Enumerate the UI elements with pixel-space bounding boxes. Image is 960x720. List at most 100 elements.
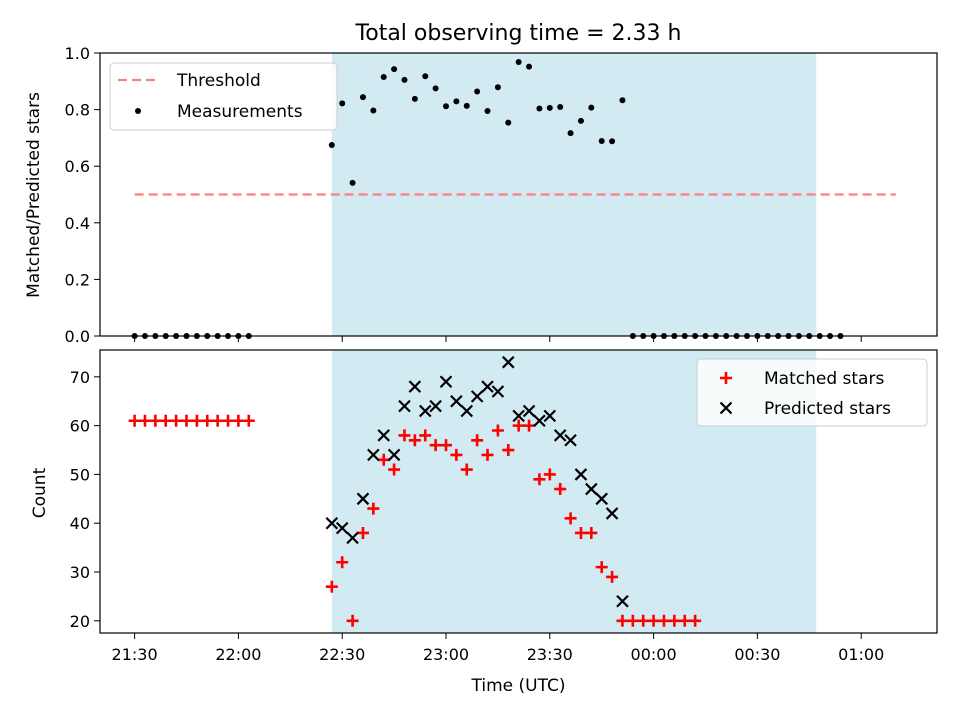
matched-stars-point xyxy=(440,439,452,452)
predicted-stars-point xyxy=(522,404,536,418)
x-tick-label: 01:00 xyxy=(838,645,884,664)
matched-stars-point xyxy=(668,614,681,627)
measurement-point xyxy=(328,141,335,148)
measurement-point xyxy=(536,105,543,112)
legend-box xyxy=(696,358,928,427)
predicted-stars-point xyxy=(533,414,546,428)
measurement-point xyxy=(474,88,481,95)
matched-stars-point xyxy=(138,414,151,427)
measurement-point xyxy=(484,108,491,115)
measurement-point xyxy=(567,130,574,137)
predicted-stars-point xyxy=(481,380,494,393)
measurement-point xyxy=(463,102,470,109)
matched-stars-point xyxy=(377,453,390,466)
matched-stars-point xyxy=(242,414,255,427)
x-tick-label: 22:30 xyxy=(319,645,365,664)
predicted-stars-point xyxy=(398,399,411,413)
matched-stars-point xyxy=(408,434,421,447)
predicted-stars-point xyxy=(574,468,588,481)
matched-stars-point xyxy=(616,614,629,627)
measurement-point xyxy=(619,97,626,104)
matched-stars-point xyxy=(657,614,670,627)
measurement-point xyxy=(422,73,429,80)
measurement-point xyxy=(515,59,522,66)
measurement-point xyxy=(380,74,387,81)
chart-title: Total observing time = 2.33 h xyxy=(355,21,682,46)
x-tick-label: 00:00 xyxy=(631,645,677,664)
matched-stars-point xyxy=(502,444,515,457)
y-tick-label: 1.0 xyxy=(65,44,90,63)
y-tick-label: 0.2 xyxy=(65,270,90,289)
measurement-point xyxy=(598,138,605,145)
matched-stars-point xyxy=(564,512,577,525)
matched-stars-point xyxy=(325,580,338,593)
measurement-point xyxy=(411,95,418,102)
predicted-stars-point xyxy=(502,355,515,369)
predicted-stars-point xyxy=(356,492,370,506)
y-tick-label: 0.8 xyxy=(65,101,90,120)
matched-stars-point xyxy=(367,502,380,515)
matched-stars-point xyxy=(512,419,525,432)
matched-stars-point xyxy=(149,414,162,427)
y-axis-label-bottom: Count xyxy=(30,467,50,518)
matched-stars-point xyxy=(585,526,598,539)
matched-stars-point xyxy=(211,414,224,427)
matched-stars-point xyxy=(346,614,359,627)
predicted-stars-point xyxy=(418,404,432,418)
matched-stars-point xyxy=(159,414,172,427)
predicted-stars-point xyxy=(616,595,629,608)
y-tick-label: 20 xyxy=(70,612,90,631)
predicted-stars-point xyxy=(387,448,401,462)
measurement-point xyxy=(546,104,553,111)
x-tick-label: 00:30 xyxy=(734,645,780,664)
legend: Matched stars Predicted stars xyxy=(696,358,928,427)
matched-stars-point xyxy=(201,414,214,427)
y-tick-label: 70 xyxy=(70,368,90,387)
y-tick-label: 50 xyxy=(70,465,90,484)
matched-stars-point xyxy=(543,468,556,481)
predicted-stars-point xyxy=(439,375,453,388)
predicted-stars-point xyxy=(491,385,505,398)
measurement-point xyxy=(526,63,533,70)
predicted-stars-point xyxy=(564,433,577,447)
matched-stars-point xyxy=(554,483,567,496)
matched-stars-point xyxy=(128,414,141,427)
measurement-point xyxy=(370,107,377,114)
matched-stars-point xyxy=(190,414,203,427)
matched-stars-point xyxy=(429,439,442,452)
matched-stars-point xyxy=(170,414,183,427)
matched-stars-point xyxy=(180,414,193,427)
matched-stars-point xyxy=(606,570,619,583)
matched-stars-point xyxy=(533,473,546,486)
predicted-stars-point xyxy=(595,492,608,506)
x-tick-label: 23:30 xyxy=(527,645,573,664)
measurement-point xyxy=(432,85,439,92)
legend-measurements-label: Measurements xyxy=(177,102,303,122)
matched-stars-point xyxy=(678,614,691,627)
matched-stars-point xyxy=(595,561,608,574)
predicted-stars-point xyxy=(408,380,422,393)
measurement-point xyxy=(577,117,584,124)
matched-stars-point xyxy=(647,614,660,627)
y-tick-label: 0.0 xyxy=(65,327,90,346)
matched-stars-point xyxy=(637,614,650,627)
predicted-stars-point xyxy=(429,399,442,413)
matched-stars-point xyxy=(356,526,369,539)
measurement-point xyxy=(494,84,501,91)
legend-measurements-swatch xyxy=(135,108,141,114)
bottom-panel: 20 30 40 50 60 70 21:30 22:00 22:30 23:00 23:30 00:… xyxy=(70,349,938,664)
predicted-stars-point xyxy=(460,404,474,418)
y-tick-label: 0.4 xyxy=(65,214,90,233)
measurement-point xyxy=(588,104,595,111)
measurement-point xyxy=(505,119,512,126)
matched-stars-point xyxy=(388,463,401,476)
predicted-stars-point xyxy=(605,507,619,520)
measurement-point xyxy=(339,100,346,107)
measurement-point xyxy=(349,179,356,186)
x-tick-label: 23:00 xyxy=(423,645,469,664)
legend-predicted-swatch xyxy=(719,401,733,415)
measurement-point xyxy=(609,138,616,145)
measurement-point xyxy=(557,104,564,111)
matched-stars-point xyxy=(450,448,463,461)
matched-stars-point xyxy=(491,424,504,437)
